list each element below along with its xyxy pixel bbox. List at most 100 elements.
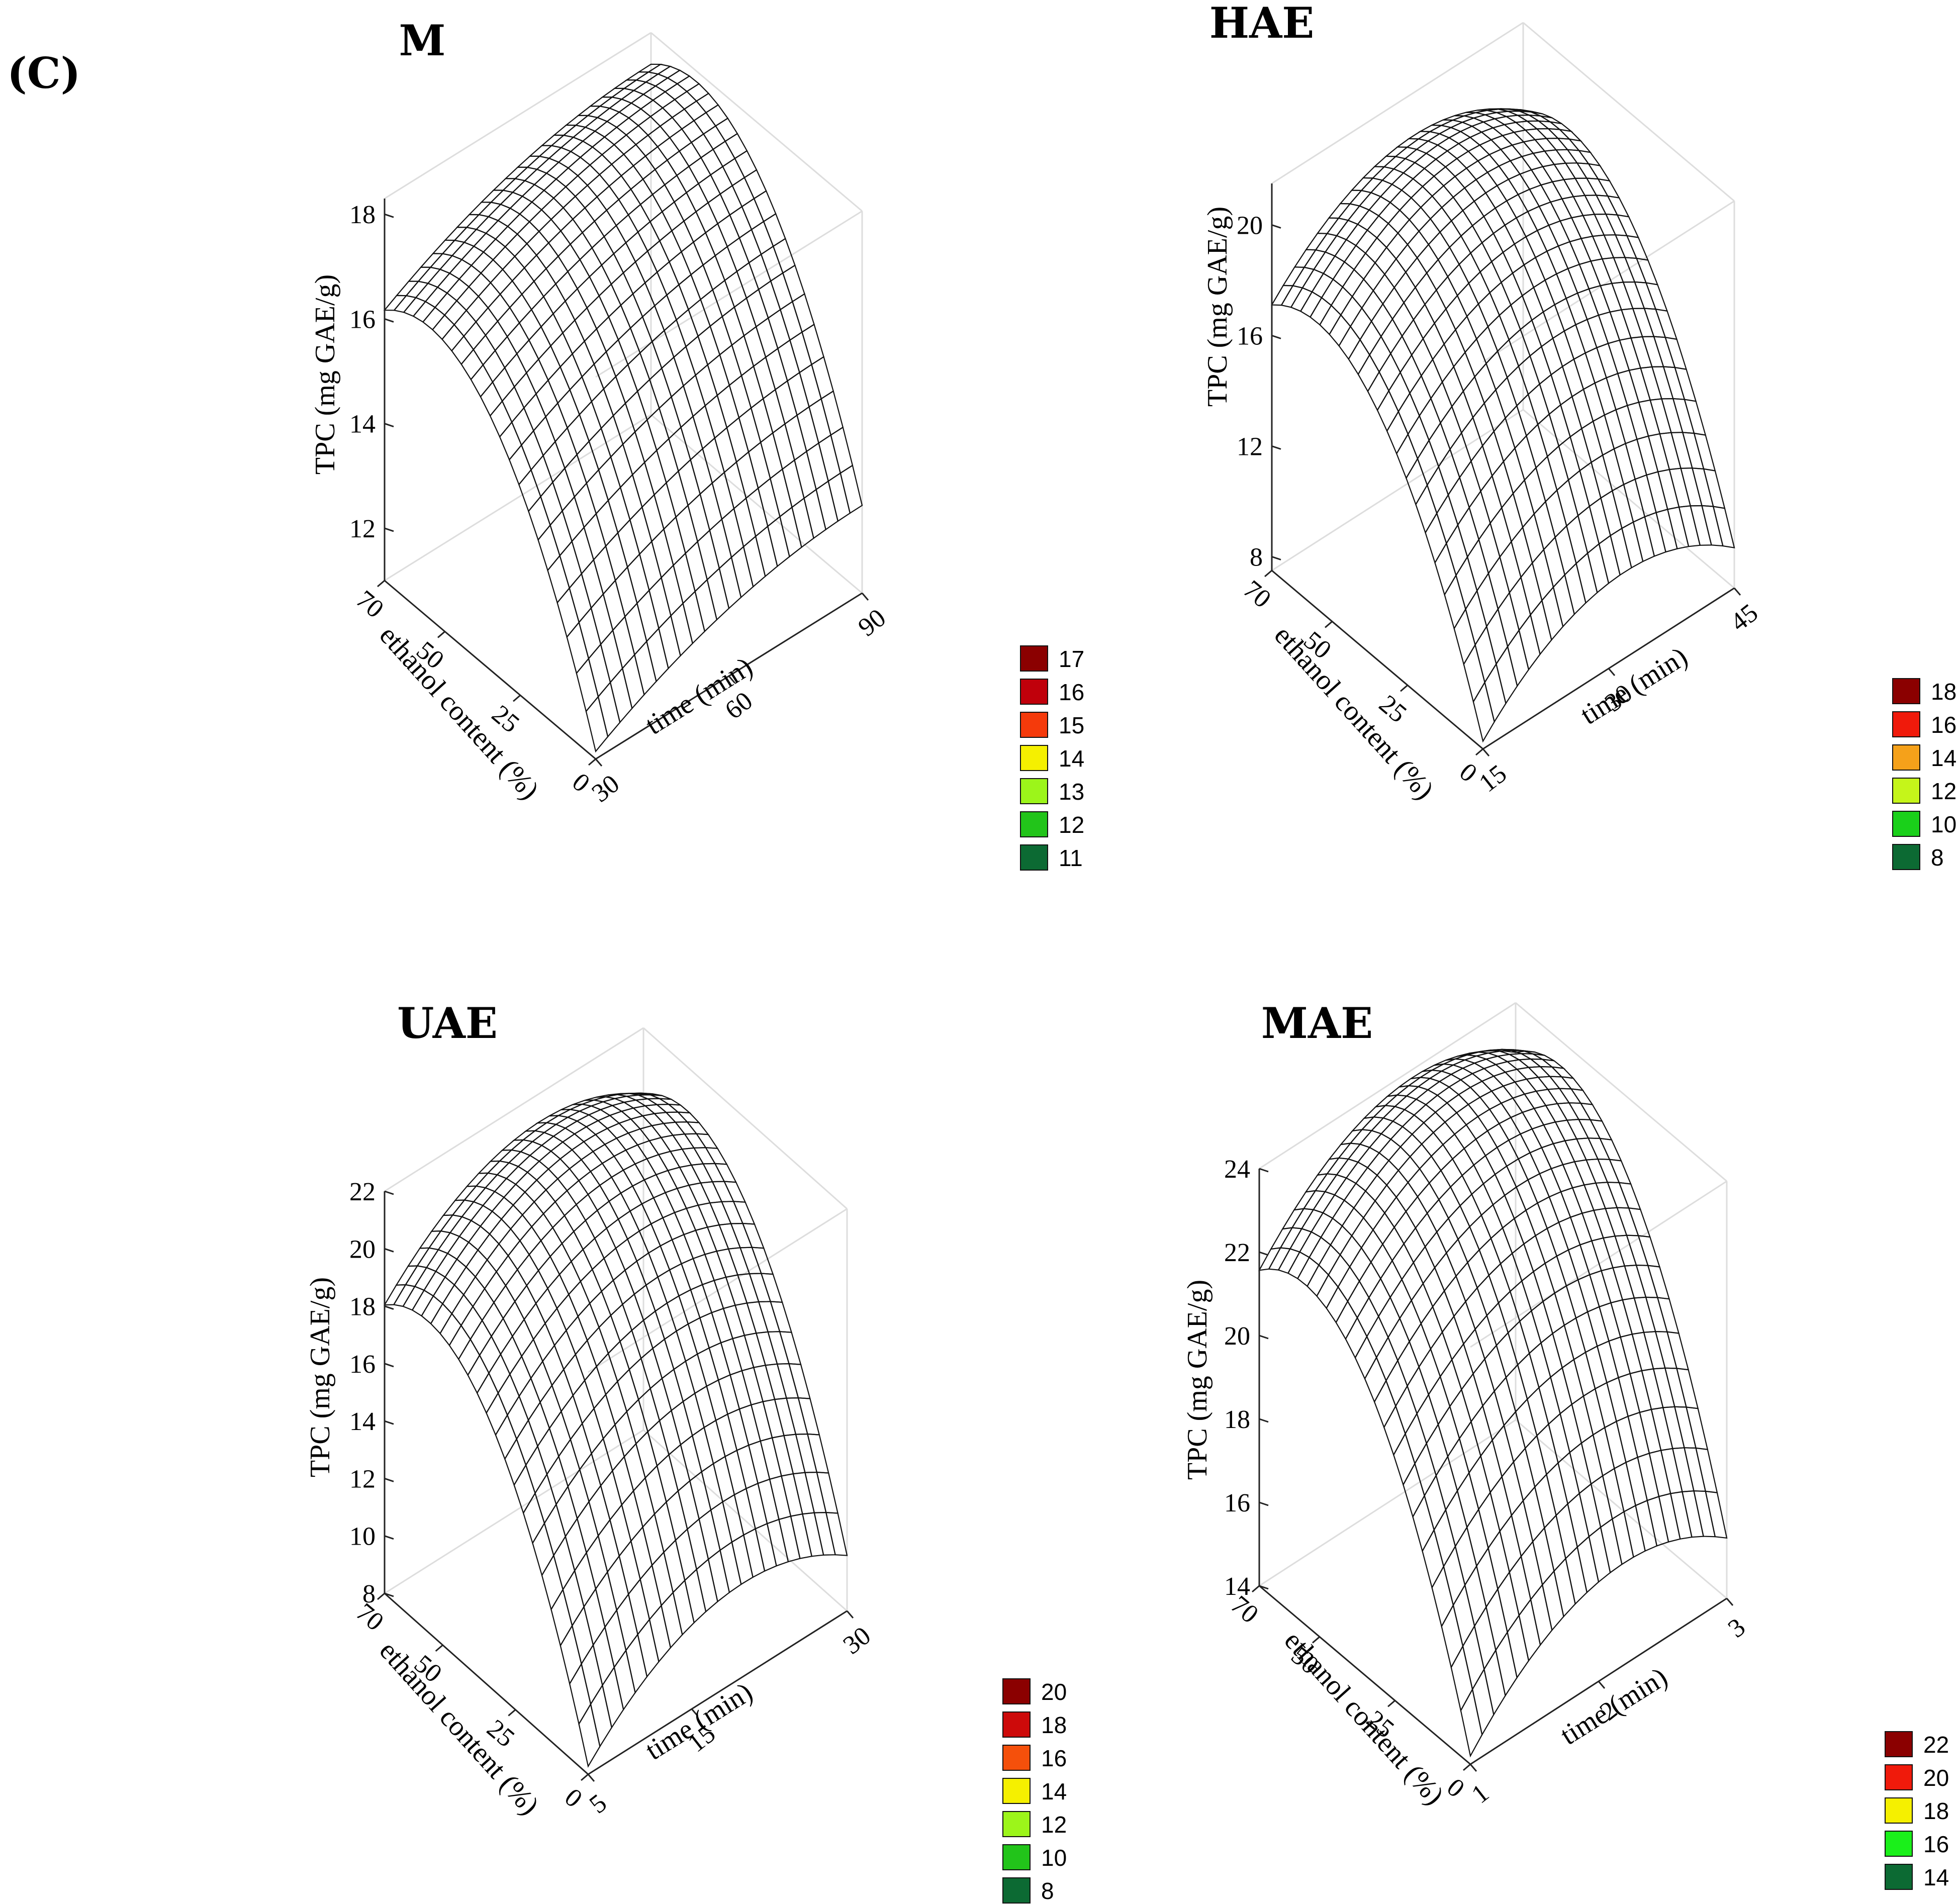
surface-patch	[1585, 1345, 1608, 1390]
surface-patch	[746, 1301, 769, 1334]
surface-patch	[1540, 181, 1563, 203]
surface-patch	[482, 349, 506, 384]
surface-patch	[1446, 523, 1468, 577]
surface-patch	[1426, 1423, 1449, 1477]
surface-patch	[465, 1249, 488, 1278]
legend-label: 11	[1059, 845, 1083, 871]
z-tick-mark	[1259, 1251, 1269, 1256]
surface-patch	[1313, 1191, 1336, 1214]
surface-patch	[1382, 287, 1405, 320]
surface-patch	[575, 1339, 597, 1382]
surface-patch	[541, 1554, 564, 1611]
z-tick-label: 16	[1224, 1489, 1250, 1517]
surface-patch	[603, 1247, 626, 1281]
surface-patch	[1629, 1370, 1652, 1413]
surface-patch	[528, 326, 551, 360]
surface-patch	[1548, 1076, 1572, 1090]
x-tick-mark	[1264, 569, 1272, 578]
surface-patch	[618, 102, 642, 119]
surface-patch	[1432, 343, 1455, 384]
surface-patch	[1607, 1182, 1630, 1209]
surface-patch	[1630, 336, 1653, 369]
surface-patch	[1453, 608, 1476, 666]
surface-patch	[671, 220, 694, 253]
x-axis-line	[1271, 569, 1483, 750]
surface-patch	[630, 178, 654, 206]
surface-patch	[686, 83, 710, 102]
surface-patch	[669, 128, 693, 152]
surface-patch	[1644, 512, 1666, 557]
surface-patch	[715, 1413, 738, 1458]
surface-patch	[1559, 217, 1582, 243]
surface-patch	[1350, 177, 1374, 192]
surface-patch	[1411, 1122, 1434, 1145]
surface-patch	[1409, 1143, 1432, 1170]
surface-patch	[414, 1267, 437, 1291]
surface-patch	[1447, 1437, 1470, 1492]
surface-patch	[1613, 257, 1636, 283]
surface-patch	[1409, 374, 1432, 417]
surface-patch	[577, 275, 600, 309]
surface-patch	[591, 136, 615, 156]
surface-patch	[561, 1230, 584, 1263]
surface-patch	[806, 1433, 829, 1474]
surface-patch	[1561, 196, 1584, 219]
surface-patch	[1384, 258, 1407, 289]
surface-patch	[720, 1338, 743, 1376]
surface-patch	[1573, 1351, 1596, 1397]
surface-patch	[564, 1203, 587, 1232]
surface-patch	[765, 1363, 787, 1400]
surface-patch	[581, 1643, 603, 1706]
legend-swatch	[1002, 1877, 1031, 1903]
legend-swatch	[1892, 778, 1920, 804]
y-tick-mark	[728, 676, 736, 684]
surface-patch	[1627, 1411, 1650, 1458]
surface-patch	[1554, 1119, 1578, 1141]
surface-patch	[495, 225, 518, 248]
surface-patch	[1577, 1118, 1601, 1139]
x-axis-label: ethanol content (%)	[1268, 620, 1440, 806]
surface-patch	[492, 366, 515, 403]
surface-patch	[1434, 1252, 1457, 1292]
surface-patch	[604, 1137, 627, 1157]
surface-patch	[1393, 1432, 1416, 1486]
legend-swatch	[1020, 712, 1048, 738]
surface-patch	[477, 1233, 500, 1261]
surface-patch	[533, 1189, 556, 1215]
surface-patch	[1462, 200, 1485, 227]
legend-label: 16	[1059, 679, 1084, 705]
surface-patch	[1592, 414, 1615, 456]
surface-patch	[1525, 1077, 1549, 1092]
surface-patch	[1452, 1148, 1475, 1177]
surface-patch	[1405, 257, 1428, 289]
surface-patch	[1422, 1528, 1444, 1589]
surface-patch	[1400, 1133, 1423, 1158]
surface-patch	[411, 1289, 434, 1317]
surface-patch	[613, 242, 636, 274]
surface-patch	[1654, 308, 1678, 340]
surface-patch	[630, 93, 655, 110]
surface-patch	[603, 224, 627, 255]
surface-patch	[538, 345, 561, 382]
box-edge	[1271, 22, 1524, 184]
surface-patch	[655, 1103, 680, 1113]
surface-patch	[1425, 1094, 1448, 1113]
z-tick-label: 16	[349, 1350, 376, 1379]
surface-patch	[565, 1517, 587, 1572]
surface-patch	[1435, 150, 1458, 168]
surface-patch	[1674, 1406, 1697, 1449]
surface-patch	[572, 207, 596, 234]
surface-patch	[1434, 308, 1456, 345]
surface-patch	[1279, 1227, 1303, 1250]
surface-patch	[1613, 442, 1636, 486]
surface-patch	[1324, 1174, 1347, 1196]
surface-patch	[1610, 1299, 1633, 1338]
z-axis-label: TPC (mg GAE/g)	[305, 1277, 336, 1477]
surface-patch	[1614, 234, 1638, 259]
surface-patch	[704, 1250, 727, 1281]
surface-patch	[1468, 490, 1491, 541]
surface-patch	[741, 1222, 765, 1249]
surface-patch	[456, 285, 480, 312]
y-tick-mark	[587, 1774, 595, 1782]
surface-patch	[1361, 290, 1384, 323]
